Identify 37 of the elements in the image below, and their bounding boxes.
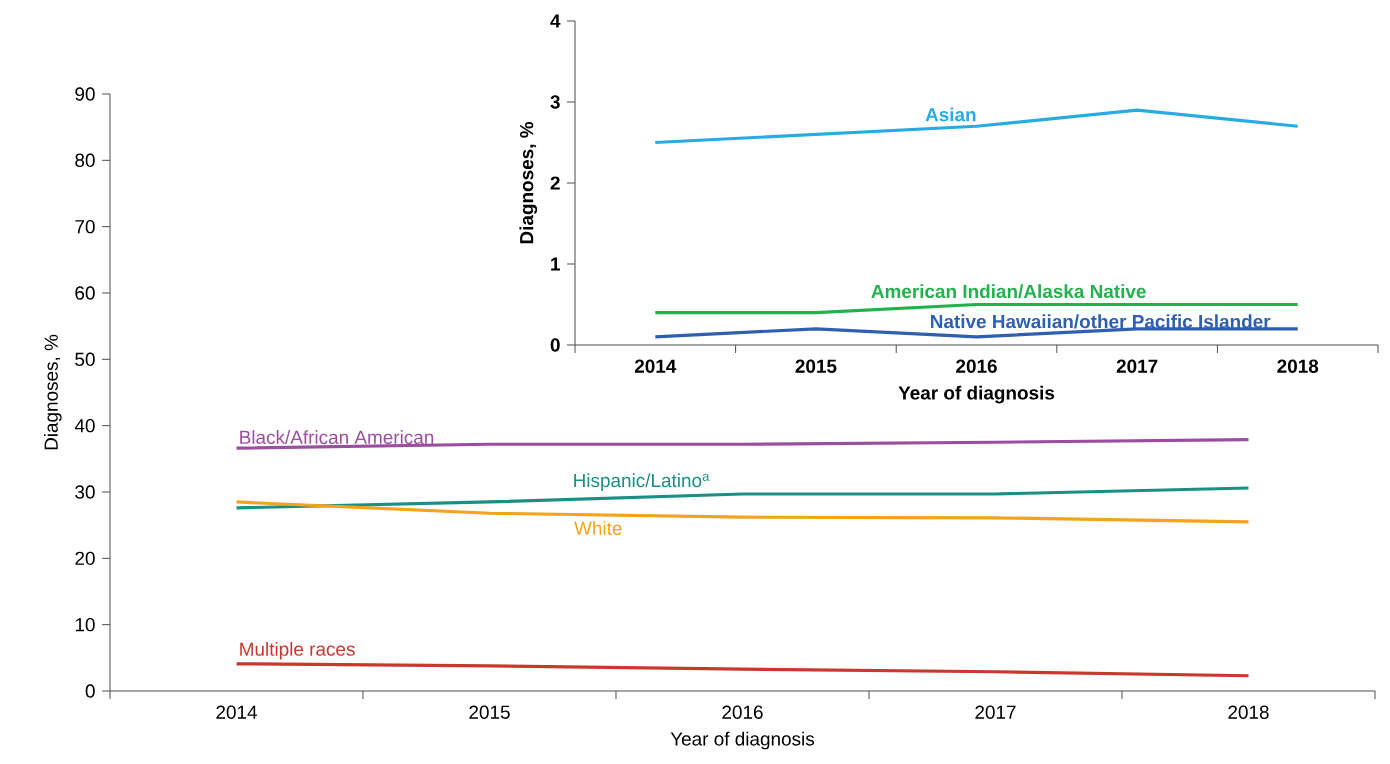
y-tick-label: 2 [550,176,560,190]
series-label: Asian [925,107,976,122]
series-label: Native Hawaiian/other Pacific Islander [931,314,1271,329]
series-label: White [574,521,622,536]
x-tick-label: 2016 [722,705,763,719]
y-tick-label: 4 [550,14,561,28]
y-tick-label: 3 [550,95,560,109]
series-label: Multiple races [240,641,355,660]
x-tick-label: 2015 [795,359,837,373]
x-axis-title: Year of diagnosis [670,731,815,750]
y-tick-label: 50 [75,352,95,367]
series-label: Hispanic/Latino$^{a}$ [574,473,710,491]
line-series [234,662,1251,678]
y-tick-label: 0 [550,338,560,352]
y-tick-label: 90 [75,87,95,101]
y-tick-label: 30 [75,485,95,499]
y-tick-label: 70 [75,219,95,234]
x-tick-label: 2014 [634,359,677,373]
y-tick-label: 1 [551,257,560,271]
y-tick-label: 60 [75,286,95,300]
y-tick-label: 80 [75,153,95,168]
y-axis-title: Diagnoses, % [43,334,62,450]
y-tick-label: 10 [75,617,95,632]
x-tick-label: 2017 [1116,359,1158,373]
x-tick-label: 2015 [469,705,510,719]
x-tick-label: 2016 [956,359,997,373]
series-label: American Indian/Alaska Native [871,284,1146,299]
x-tick-label: 2018 [1228,705,1269,719]
series-label: Black/African American [240,430,434,445]
x-axis-title: Year of diagnosis [898,385,1055,404]
x-tick-label: 2014 [216,705,257,719]
y-tick-label: 0 [85,684,95,698]
x-tick-label: 2017 [975,705,1016,719]
y-tick-label: 40 [74,418,95,433]
x-tick-label: 2018 [1277,359,1319,373]
y-axis-title: Diagnoses, % [519,121,538,244]
y-tick-label: 20 [75,551,95,566]
